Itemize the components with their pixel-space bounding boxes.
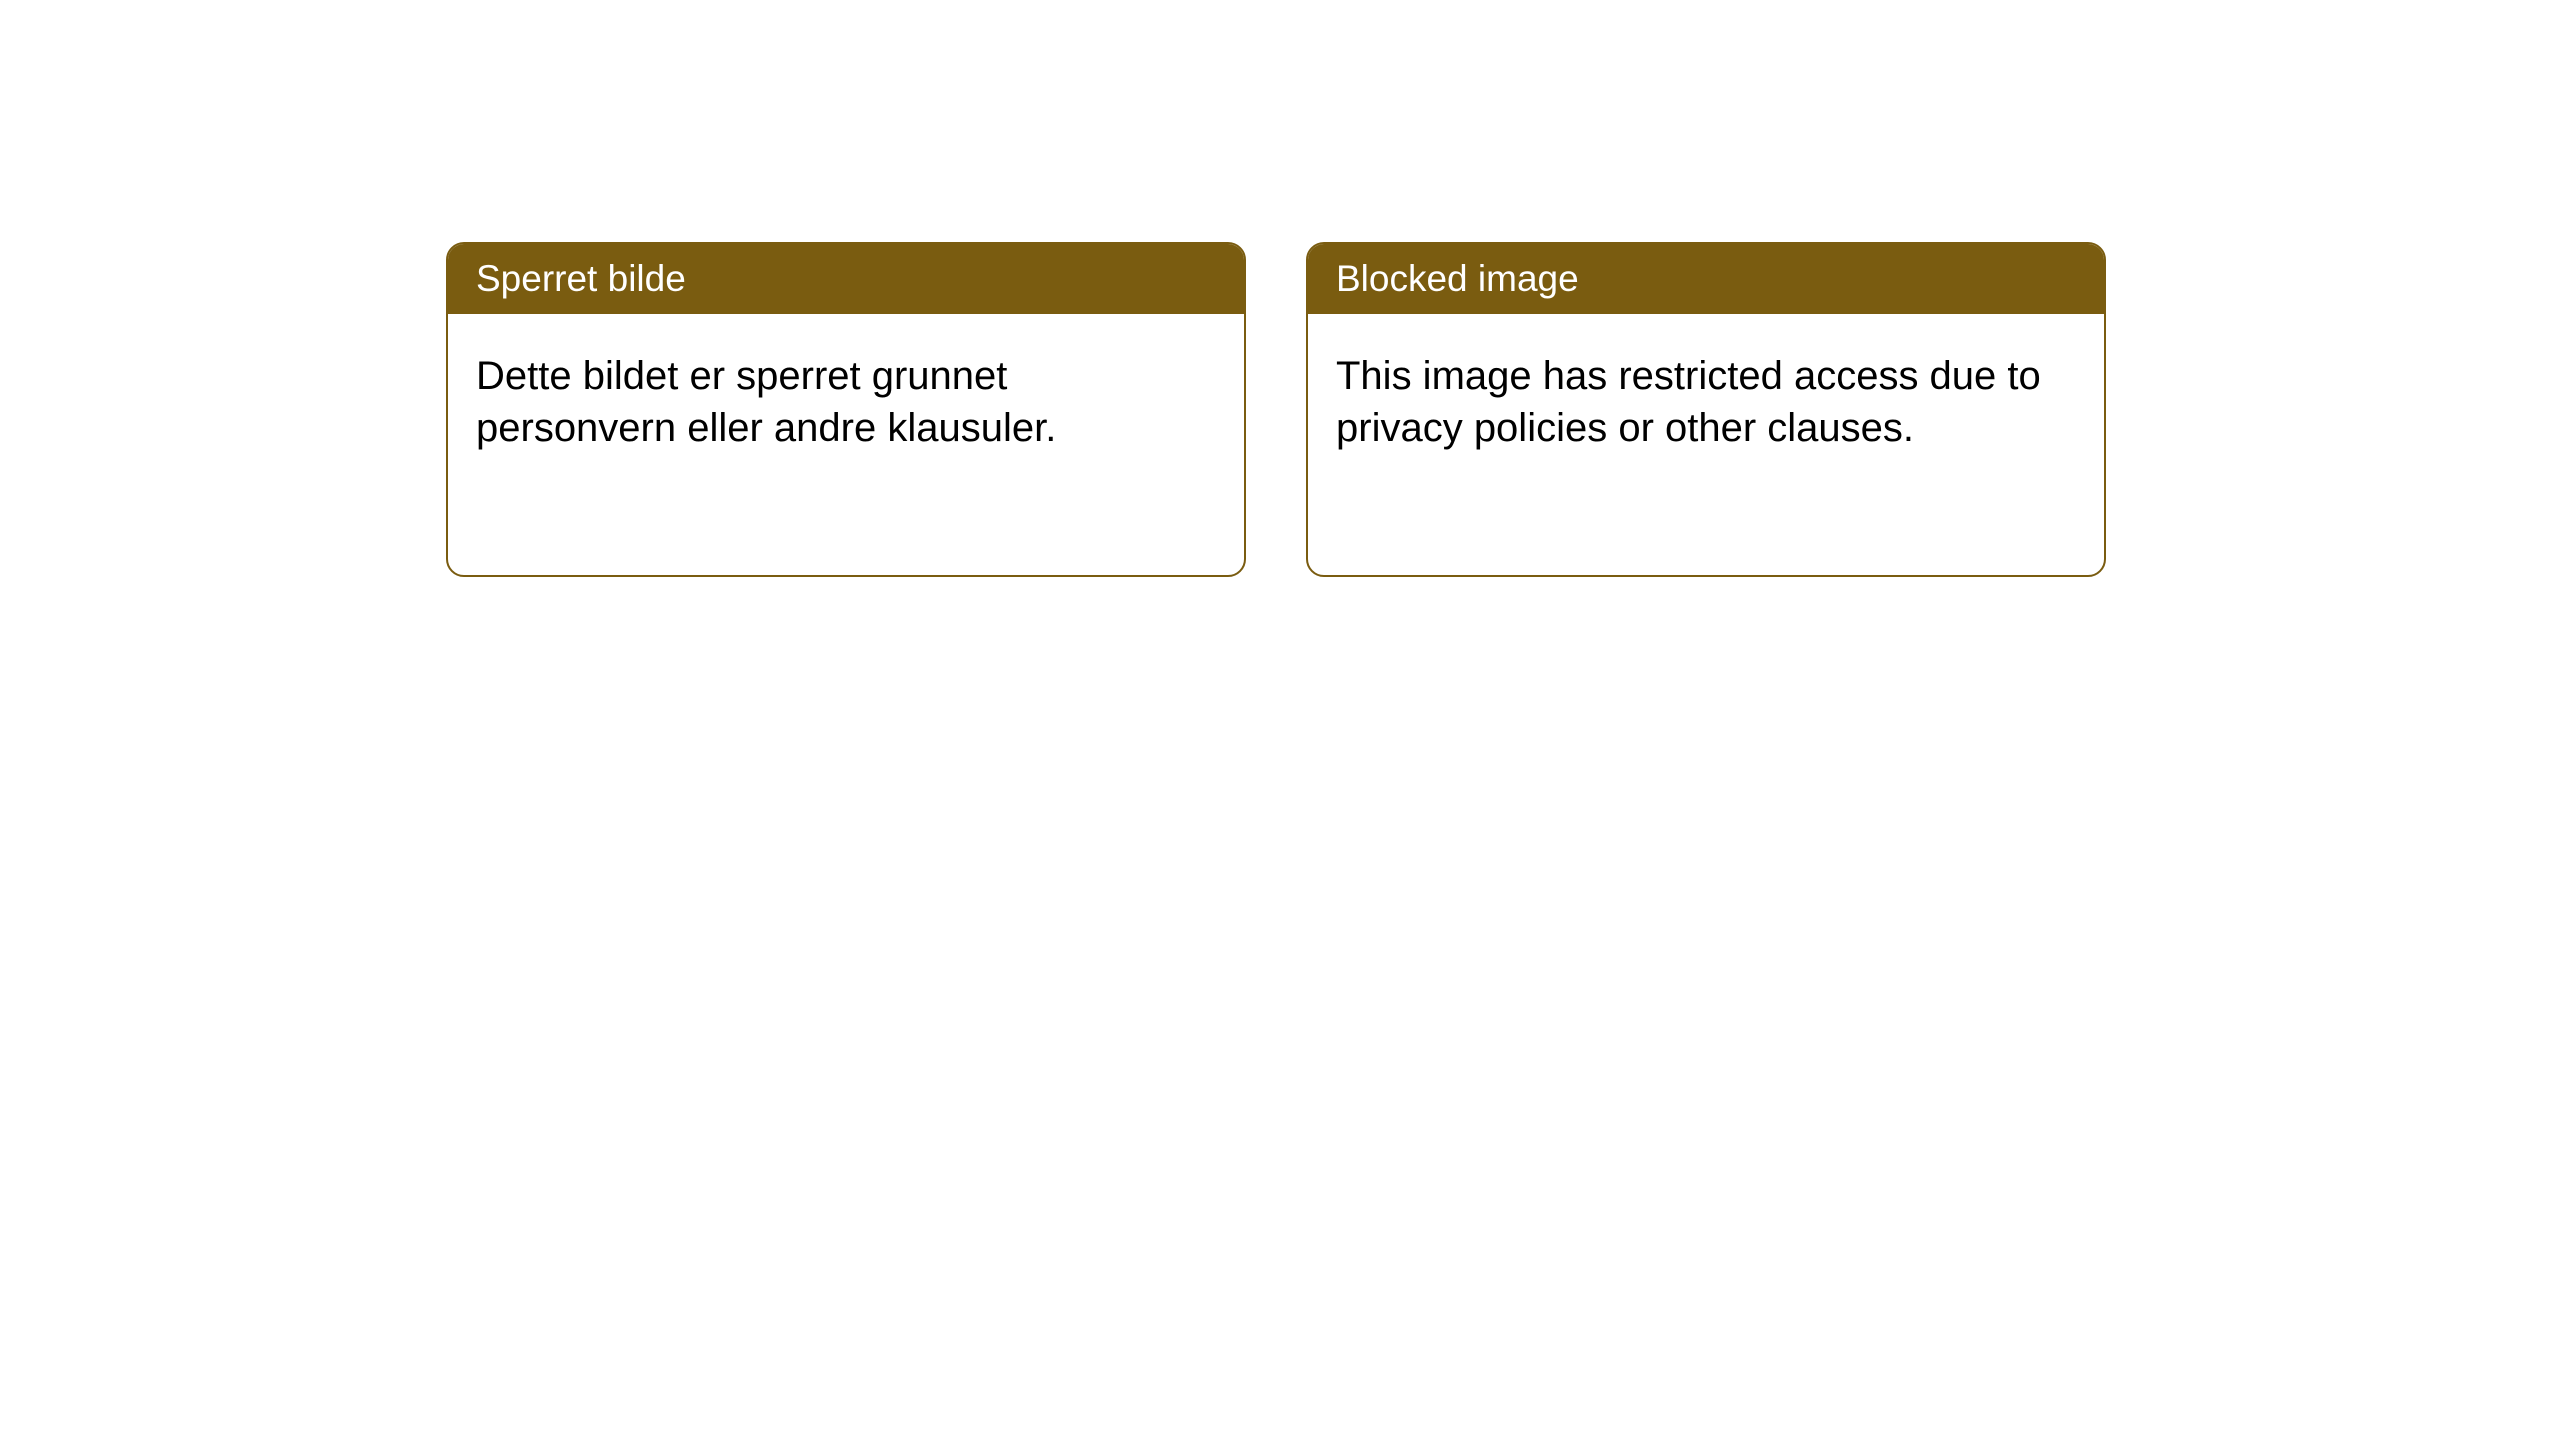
panel-title: Blocked image (1336, 258, 1579, 299)
panel-body-norwegian: Dette bildet er sperret grunnet personve… (448, 314, 1244, 490)
panel-header-norwegian: Sperret bilde (448, 244, 1244, 314)
panel-message: Dette bildet er sperret grunnet personve… (476, 354, 1056, 450)
panel-header-english: Blocked image (1308, 244, 2104, 314)
notice-container: Sperret bilde Dette bildet er sperret gr… (446, 242, 2106, 577)
panel-title: Sperret bilde (476, 258, 686, 299)
blocked-image-panel-english: Blocked image This image has restricted … (1306, 242, 2106, 577)
blocked-image-panel-norwegian: Sperret bilde Dette bildet er sperret gr… (446, 242, 1246, 577)
panel-body-english: This image has restricted access due to … (1308, 314, 2104, 490)
panel-message: This image has restricted access due to … (1336, 354, 2041, 450)
